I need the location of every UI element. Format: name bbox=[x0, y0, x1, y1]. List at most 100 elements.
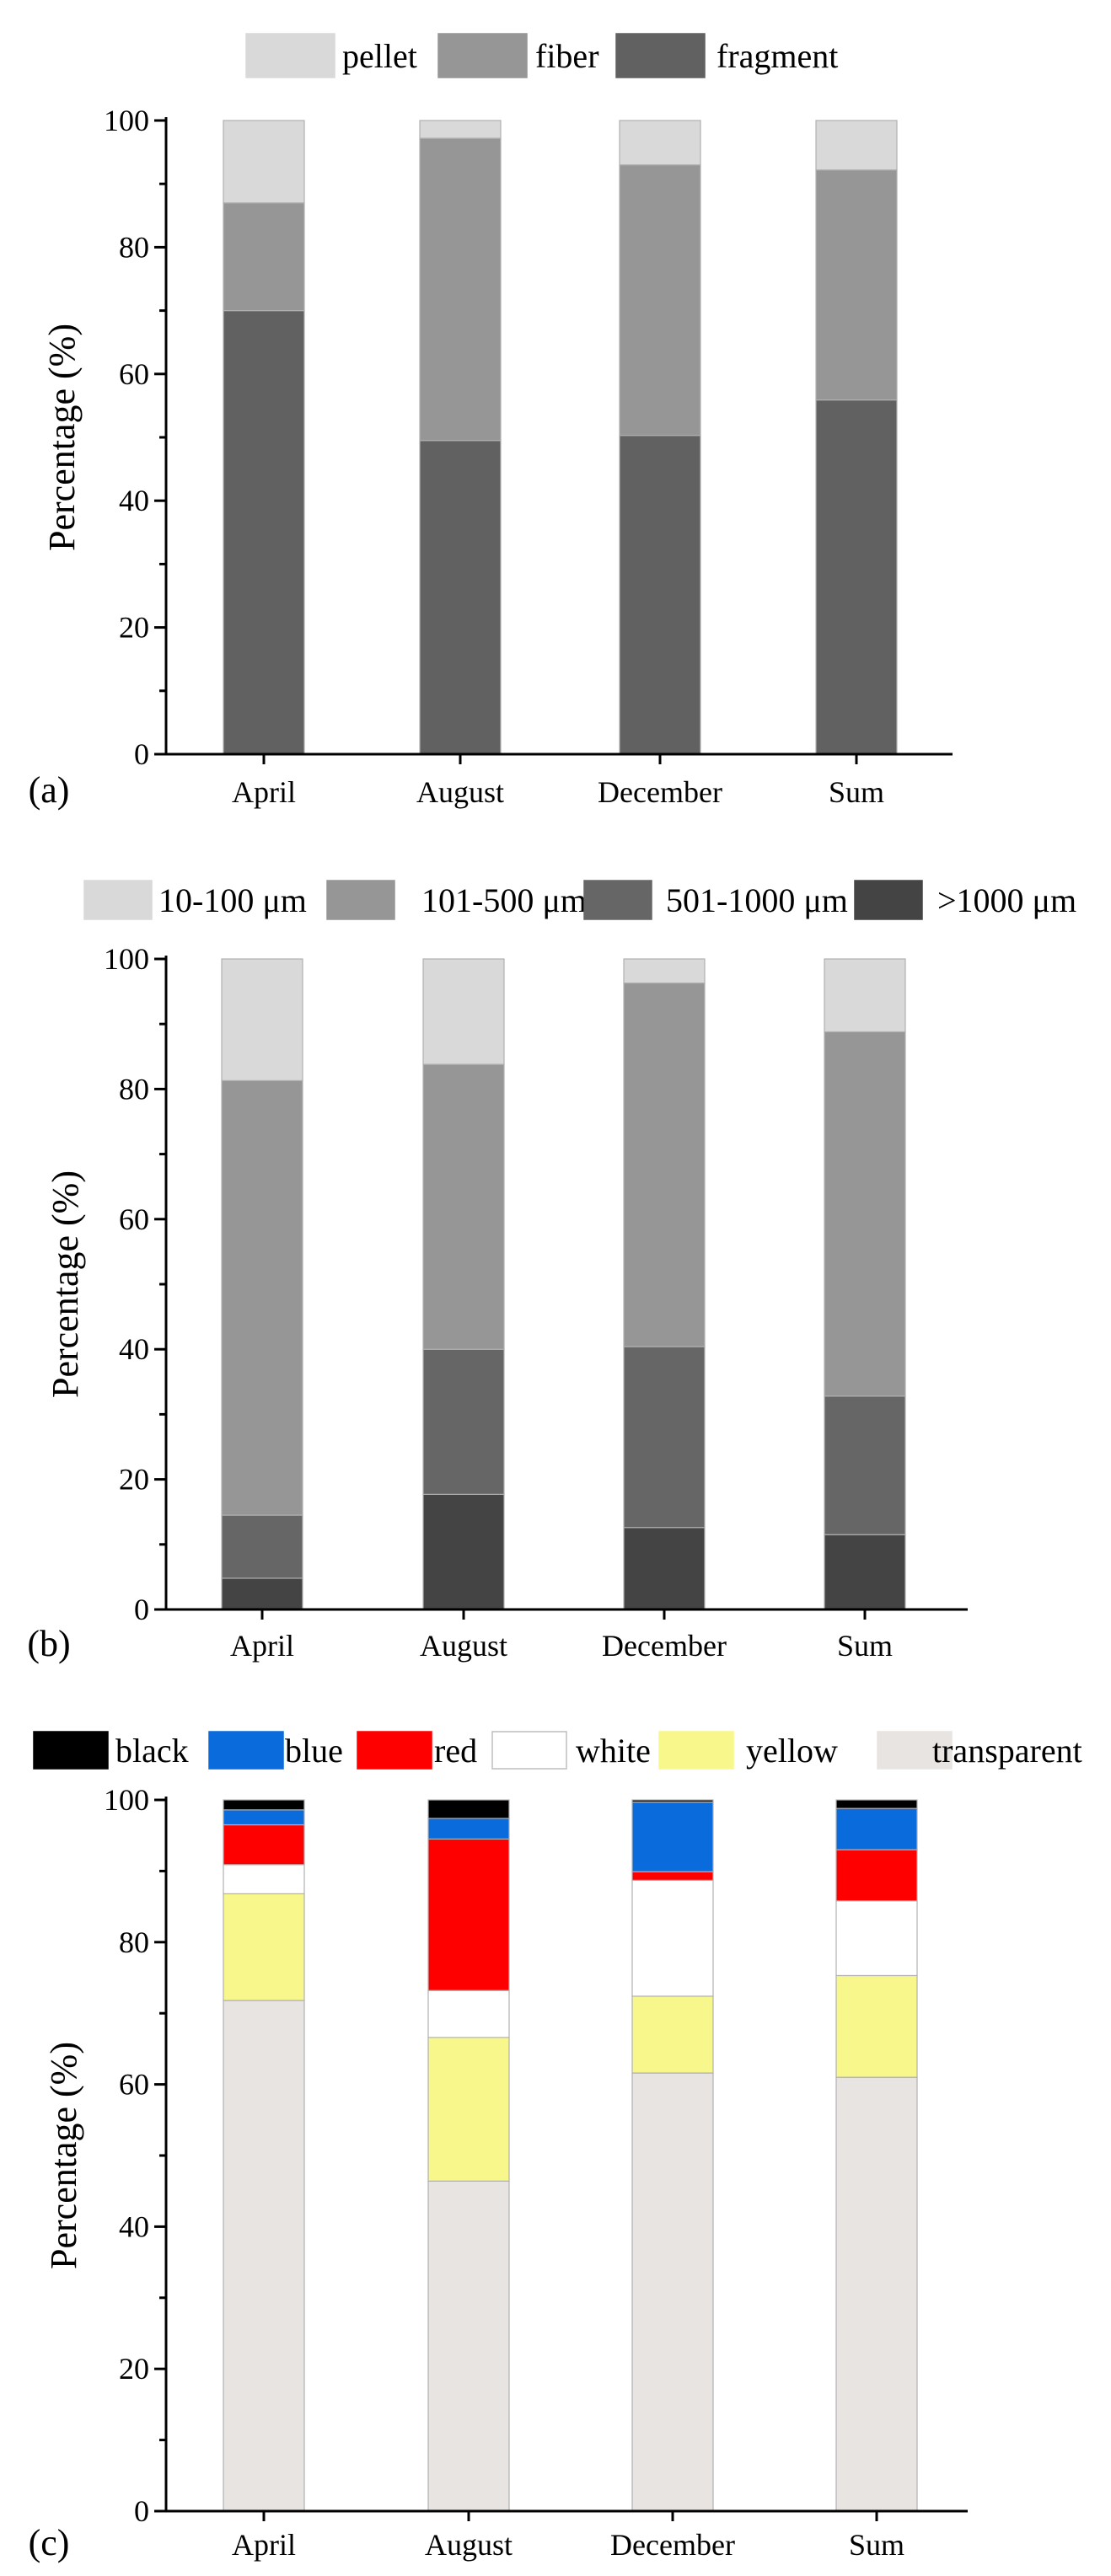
legend-label: fragment bbox=[717, 37, 838, 75]
x-tick-label: August bbox=[416, 775, 504, 809]
bar-segment bbox=[422, 958, 505, 1065]
x-tick-label: December bbox=[598, 775, 722, 809]
bar-segment bbox=[422, 1348, 505, 1495]
y-tick-label: 20 bbox=[119, 2352, 149, 2386]
bar-segment bbox=[223, 2000, 305, 2512]
bar-segment bbox=[221, 1079, 303, 1516]
y-tick-label: 20 bbox=[119, 1463, 149, 1497]
panel-label: (b) bbox=[27, 1623, 70, 1664]
y-tick-label: 40 bbox=[119, 484, 149, 517]
bar-segment bbox=[221, 958, 303, 1081]
bar-segment bbox=[422, 1063, 505, 1350]
bar-segment bbox=[427, 2037, 510, 2182]
bar-segment bbox=[422, 1493, 505, 1610]
x-tick-label: Sum bbox=[849, 2528, 904, 2562]
panel-label: (c) bbox=[29, 2522, 70, 2563]
x-tick-label: August bbox=[425, 2528, 513, 2562]
y-tick-label: 80 bbox=[119, 230, 149, 264]
bar-segment bbox=[623, 1346, 706, 1529]
y-tick-label: 100 bbox=[104, 1783, 149, 1817]
y-axis-title: Percentage (%) bbox=[43, 2042, 84, 2269]
y-tick-label: 0 bbox=[134, 2494, 149, 2528]
bar-segment bbox=[223, 1824, 305, 1866]
chart-panel-1: pellet fiber fragment 0 20 40 60 80 100 April Augu… bbox=[29, 33, 953, 811]
bar-segment bbox=[221, 1577, 303, 1610]
legend-swatch-10-100-m bbox=[83, 880, 153, 920]
panel-label: (a) bbox=[29, 769, 70, 811]
bar-segment bbox=[419, 120, 502, 139]
bar-segment bbox=[623, 958, 706, 984]
bar-segment bbox=[824, 1031, 906, 1397]
legend-label: 10-100 μm bbox=[158, 881, 307, 919]
bar-segment bbox=[835, 1900, 918, 1977]
legend-label: transparent bbox=[932, 1732, 1082, 1770]
x-tick-label: Sum bbox=[829, 775, 884, 809]
bar-segment bbox=[427, 1818, 510, 1840]
legend-swatch-101-500-m bbox=[326, 880, 395, 920]
bar-segment bbox=[223, 202, 305, 312]
y-axis-title: Percentage (%) bbox=[45, 1170, 86, 1398]
bar-segment bbox=[221, 1514, 303, 1579]
bar-segment bbox=[835, 1849, 918, 1902]
y-tick-label: 100 bbox=[104, 942, 149, 976]
bar-segment bbox=[427, 1799, 510, 1819]
bar-segment bbox=[619, 120, 701, 166]
y-tick-label: 40 bbox=[119, 1332, 149, 1366]
x-tick-label: April bbox=[230, 1629, 294, 1663]
y-tick-label: 0 bbox=[134, 1593, 149, 1626]
bar-segment bbox=[824, 1395, 906, 1535]
bar-segment bbox=[815, 120, 898, 171]
y-axis-title: Percentage (%) bbox=[41, 324, 83, 551]
bar-segment bbox=[427, 1838, 510, 1991]
y-tick-label: 60 bbox=[119, 2068, 149, 2102]
bar-segment bbox=[835, 1799, 918, 1809]
bar-segment bbox=[623, 982, 706, 1347]
bar-segment bbox=[619, 164, 701, 436]
x-tick-label: December bbox=[602, 1629, 727, 1663]
bar-segment bbox=[631, 1871, 714, 1881]
y-tick-label: 20 bbox=[119, 611, 149, 645]
legend-swatch-black bbox=[33, 1731, 109, 1770]
legend-swatch-blue bbox=[208, 1731, 284, 1770]
bar-segment bbox=[631, 2072, 714, 2512]
y-tick-label: 0 bbox=[134, 737, 149, 771]
chart-panel-3: black blue red white yellow transparent 0 20 40 6… bbox=[29, 1731, 1082, 2563]
bar-segment bbox=[631, 1879, 714, 1997]
bar-segment bbox=[824, 958, 906, 1033]
bar-segment bbox=[815, 399, 898, 755]
x-tick-label: Sum bbox=[837, 1629, 893, 1663]
legend-label: red bbox=[434, 1732, 477, 1770]
x-tick-label: April bbox=[232, 775, 296, 809]
legend-label: yellow bbox=[746, 1732, 838, 1770]
legend-label: white bbox=[576, 1732, 651, 1770]
bar-segment bbox=[631, 1995, 714, 2074]
legend-swatch-yellow bbox=[658, 1731, 734, 1770]
bar-segment bbox=[223, 1809, 305, 1826]
legend-swatch-fragment bbox=[615, 33, 706, 78]
chart-panel-2: 10-100 μm 101-500 μm 501-1000 μm >1000 μm 0 2… bbox=[27, 880, 1076, 1664]
legend-swatch-red bbox=[357, 1731, 432, 1770]
y-tick-label: 60 bbox=[119, 357, 149, 391]
legend-label: 501-1000 μm bbox=[666, 881, 848, 919]
y-tick-label: 40 bbox=[119, 2209, 149, 2243]
x-tick-label: April bbox=[232, 2528, 296, 2562]
bar-segment bbox=[631, 1799, 714, 1803]
bar-segment bbox=[824, 1534, 906, 1610]
legend-label: pellet bbox=[342, 37, 417, 75]
bar-segment bbox=[631, 1801, 714, 1872]
legend-label: fiber bbox=[535, 37, 599, 75]
legend-swatch-501-1000-m bbox=[583, 880, 652, 920]
y-tick-label: 60 bbox=[119, 1202, 149, 1236]
bar-segment bbox=[223, 1864, 305, 1895]
bar-segment bbox=[835, 1974, 918, 2078]
bar-segment bbox=[223, 1799, 305, 1811]
y-tick-label: 80 bbox=[119, 1925, 149, 1959]
legend-label: 101-500 μm bbox=[421, 881, 587, 919]
x-tick-label: August bbox=[420, 1629, 507, 1663]
bar-segment bbox=[427, 1990, 510, 2038]
legend-swatch-transparent bbox=[877, 1731, 953, 1770]
bar-segment bbox=[835, 1807, 918, 1850]
y-tick-label: 100 bbox=[104, 104, 149, 137]
